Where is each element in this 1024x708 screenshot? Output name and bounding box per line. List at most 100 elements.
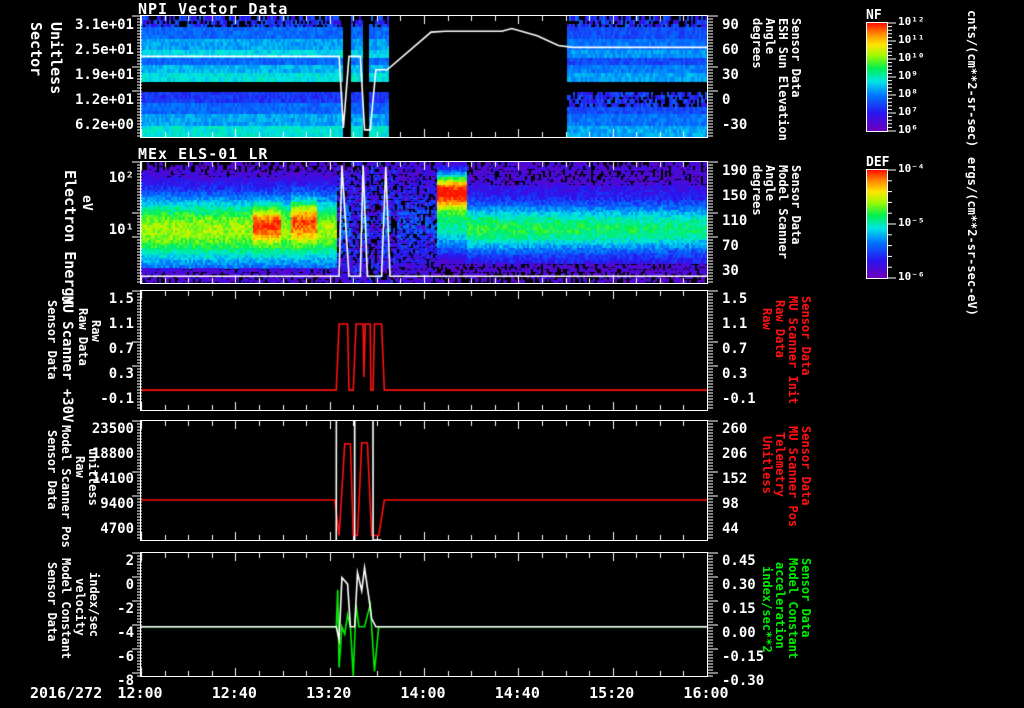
p3-left-label-3: Raw bbox=[89, 320, 103, 342]
npi-rtick-2: 30 bbox=[722, 67, 739, 83]
npi-right-label-2: Angle bbox=[763, 18, 777, 55]
panel-left-label-sector-unit: Unitless bbox=[47, 22, 65, 95]
time-tick-label: 12:00 bbox=[117, 684, 163, 702]
colorbar-nf-unit: cnts/(cm**2-sr-sec) bbox=[965, 10, 979, 148]
els-ytick-0: 10² bbox=[108, 170, 134, 186]
npi-ytick-0: 3.1e+01 bbox=[74, 17, 134, 33]
p4-rtick-2: 152 bbox=[722, 471, 748, 487]
time-tick-label: 12:40 bbox=[211, 684, 257, 702]
p3-right-label-2: Raw Data bbox=[773, 300, 787, 358]
els-left-label-0: Electron Energy bbox=[61, 170, 79, 306]
els-rtick-1: 150 bbox=[722, 188, 748, 204]
p5-left-label-2: velocity bbox=[73, 578, 87, 636]
p4-ytick-1: 18800 bbox=[91, 446, 134, 462]
panel-npi[interactable] bbox=[140, 15, 708, 138]
p4-right-label-1: MU Scanner Pos bbox=[786, 426, 800, 528]
colorbar-tick-label: 10⁻⁴ bbox=[898, 162, 925, 175]
npi-rtick-4: -30 bbox=[722, 117, 748, 133]
npi-right-tickmarks bbox=[708, 15, 718, 137]
els-rtick-2: 110 bbox=[722, 213, 748, 229]
p3-left-label-1: MU Scanner +30V bbox=[59, 296, 75, 423]
els-rtick-3: 70 bbox=[722, 238, 739, 254]
p4-ytick-2: 14100 bbox=[91, 471, 134, 487]
p4-right-tickmarks bbox=[708, 420, 718, 539]
p4-left-label-1: Model Scanner Pos bbox=[59, 425, 73, 548]
npi-ytick-2: 1.9e+01 bbox=[74, 67, 134, 83]
p4-ytick-3: 9400 bbox=[100, 496, 134, 512]
els-right-label-1: Model Scanner bbox=[776, 165, 790, 259]
p5-rtick-1: 0.30 bbox=[722, 577, 756, 593]
p3-left-label-2: Raw Data bbox=[76, 308, 90, 366]
els-right-label-0: Sensor Data bbox=[789, 165, 803, 245]
p5-ytick-5: -8 bbox=[117, 673, 134, 689]
panel-model-constant-velocity[interactable] bbox=[140, 552, 708, 677]
npi-rtick-3: 0 bbox=[722, 92, 731, 108]
p5-right-tickmarks bbox=[708, 552, 718, 677]
date-label: 2016/272 bbox=[30, 684, 103, 702]
p4-left-label-3: unitless bbox=[86, 448, 100, 506]
colorbar-def-tickmarks bbox=[888, 169, 896, 279]
colorbar-title-def: DEF bbox=[866, 155, 890, 170]
colorbar-def-ticklabels: 10⁻⁴ 10⁻⁵ 10⁻⁶ bbox=[898, 161, 958, 287]
p3-ytick-1: 1.1 bbox=[108, 316, 134, 332]
p4-ytick-4: 4700 bbox=[100, 521, 134, 537]
npi-rtick-0: 90 bbox=[722, 17, 739, 33]
colorbar-tick-label: 10⁸ bbox=[898, 87, 918, 100]
p5-right-label-2: acceleration bbox=[773, 562, 787, 649]
npi-right-label-3: degrees bbox=[750, 18, 764, 69]
p4-left-label-2: Raw bbox=[73, 456, 87, 478]
p5-ytick-1: 0 bbox=[125, 577, 134, 593]
els-left-label-1: eV bbox=[79, 195, 94, 211]
p4-left-tickmarks bbox=[132, 420, 142, 539]
els-right-tickmarks bbox=[708, 161, 718, 283]
npi-right-label-0: Sensor Data bbox=[789, 18, 803, 98]
colorbar-def bbox=[866, 169, 888, 279]
els-right-label-2: Angle bbox=[763, 165, 777, 202]
p3-ytick-2: 0.7 bbox=[108, 341, 134, 357]
npi-rtick-1: 60 bbox=[722, 42, 739, 58]
p4-rtick-4: 44 bbox=[722, 521, 739, 537]
time-tick-label: 13:20 bbox=[306, 684, 352, 702]
colorbar-nf-tickmarks bbox=[888, 22, 896, 132]
colorbar-def-unit: ergs/(cm**2-sr-sec-eV) bbox=[965, 157, 979, 316]
p5-ytick-3: -4 bbox=[117, 625, 134, 641]
npi-left-tickmarks bbox=[132, 15, 142, 137]
p4-right-label-2: Telemetry bbox=[773, 432, 787, 498]
p3-left-tickmarks bbox=[132, 290, 142, 409]
p5-left-tickmarks bbox=[132, 552, 142, 677]
npi-right-label-1: ESH Sun Elevation bbox=[776, 18, 790, 141]
panel-mu-scanner-init[interactable] bbox=[140, 290, 708, 411]
p5-ytick-4: -6 bbox=[117, 649, 134, 665]
p5-left-label-3: index/sec bbox=[87, 572, 101, 638]
panel-els[interactable] bbox=[140, 161, 708, 284]
p5-rtick-2: 0.15 bbox=[722, 601, 756, 617]
p5-left-label-0: Sensor Data bbox=[45, 562, 59, 642]
colorbar-tick-label: 10⁶ bbox=[898, 123, 918, 136]
npi-ytick-4: 6.2e+00 bbox=[74, 117, 134, 133]
npi-ytick-1: 2.5e+01 bbox=[74, 42, 134, 58]
p5-right-label-1: Model Constant bbox=[786, 558, 800, 660]
panel-model-scanner-pos[interactable] bbox=[140, 420, 708, 541]
time-tick-label: 15:20 bbox=[589, 684, 635, 702]
p5-left-label-1: Model Constant bbox=[59, 558, 73, 660]
p3-rtick-4: -0.1 bbox=[722, 391, 756, 407]
p4-rtick-3: 98 bbox=[722, 496, 739, 512]
p3-rtick-1: 1.1 bbox=[722, 316, 748, 332]
p4-right-label-3: Unitless bbox=[760, 436, 774, 494]
p5-ytick-0: 2 bbox=[125, 553, 134, 569]
p4-ytick-0: 23500 bbox=[91, 421, 134, 437]
p3-right-tickmarks bbox=[708, 290, 718, 409]
p4-rtick-0: 260 bbox=[722, 421, 748, 437]
panel-title-npi: NPI Vector Data bbox=[138, 0, 289, 18]
p4-rtick-1: 206 bbox=[722, 446, 748, 462]
p3-rtick-0: 1.5 bbox=[722, 291, 748, 307]
p5-ytick-2: -2 bbox=[117, 601, 134, 617]
els-ytick-1: 10¹ bbox=[108, 222, 134, 238]
p4-right-label-0: Sensor Data bbox=[799, 426, 813, 506]
colorbar-tick-label: 10⁹ bbox=[898, 69, 918, 82]
els-left-tickmarks bbox=[132, 161, 142, 283]
p3-ytick-3: 0.3 bbox=[108, 366, 134, 382]
colorbar-tick-label: 10¹² bbox=[898, 15, 925, 28]
p3-right-label-3: Raw bbox=[760, 308, 774, 330]
